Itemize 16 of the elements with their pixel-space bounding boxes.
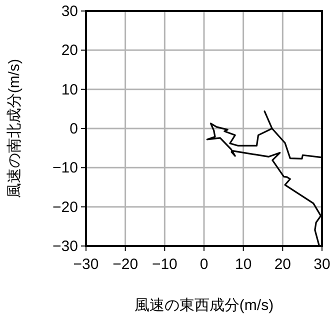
x-axis-title: 風速の東西成分(m/s): [134, 297, 274, 314]
x-tick-label: 10: [234, 256, 252, 273]
y-tick-label: −20: [52, 198, 78, 216]
x-tick-label: 20: [274, 256, 292, 273]
x-tick-label: 30: [314, 256, 330, 273]
x-tick-label: −20: [112, 256, 138, 273]
x-tick-label: 0: [200, 256, 208, 273]
y-tick-label: −10: [52, 160, 78, 177]
y-tick-label: 30: [61, 3, 78, 20]
x-tick-label: −30: [73, 256, 99, 273]
y-tick-label: 20: [61, 42, 78, 60]
y-tick-label: 10: [61, 81, 78, 98]
y-tick-label: −30: [52, 238, 78, 255]
y-axis-title: 風速の南北成分(m/s): [6, 58, 23, 198]
x-tick-label: −10: [152, 256, 178, 273]
y-tick-label: 0: [70, 120, 78, 138]
